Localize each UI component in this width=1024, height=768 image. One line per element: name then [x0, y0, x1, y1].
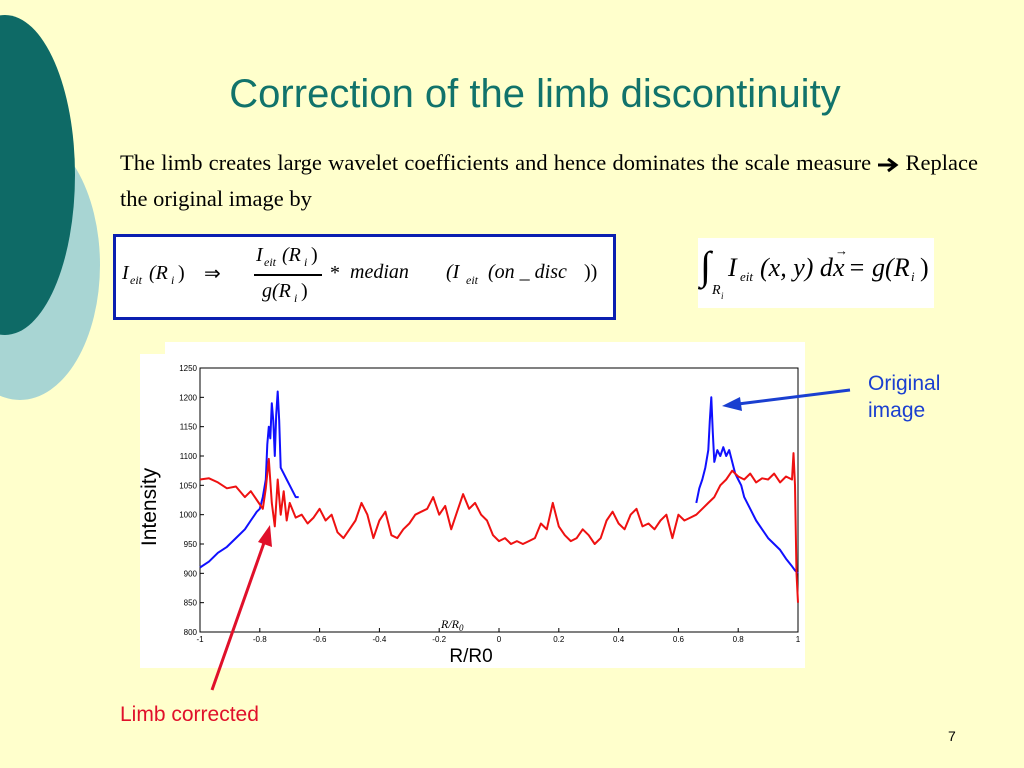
num-I: I: [256, 244, 263, 266]
den-sub: i: [294, 291, 298, 305]
integral-eq-sub: i: [911, 269, 915, 284]
integral-vec: x: [833, 253, 845, 282]
integral-I-sub: eit: [740, 269, 753, 284]
original-label-line2: image: [868, 399, 926, 422]
x-tick-label: 0.8: [733, 635, 745, 644]
right-arrow-icon: [878, 157, 899, 173]
x-tick-label: -0.6: [313, 635, 327, 644]
num-arg-sub: i: [304, 255, 308, 269]
integral-lower-sub: i: [721, 291, 724, 301]
times-symbol: *: [330, 262, 340, 284]
y-tick-label: 850: [184, 599, 198, 608]
vector-arrow-icon: →: [835, 243, 848, 258]
y-tick-label: 1150: [180, 423, 198, 432]
x-tick-label: -1: [196, 635, 204, 644]
y-tick-label: 800: [184, 628, 198, 637]
integral-lower: R: [712, 283, 721, 298]
num-sub: eit: [264, 255, 276, 269]
med-arg: (on _ disc: [488, 261, 567, 283]
original-image-series: [695, 396, 799, 575]
fraction-bar: [254, 274, 322, 276]
integral-formula: ∫ R i I eit (x, y) d x → = g(R i ): [698, 238, 934, 308]
x-tick-label: 0.6: [673, 635, 685, 644]
original-image-series: [199, 390, 299, 569]
implies-symbol: ⇒: [204, 263, 221, 285]
y-tick-label: 1100: [180, 452, 198, 461]
limb-corrected-series: [199, 452, 799, 603]
x-tick-label: -0.2: [432, 635, 446, 644]
x-tick-label: 0.2: [553, 635, 565, 644]
integral-I: I: [728, 253, 737, 282]
limb-corrected-label: Limb corrected: [120, 703, 259, 726]
med-sub: eit: [466, 273, 478, 287]
y-tick-label: 1050: [179, 481, 197, 490]
chart-svg: Intensity -1 -0.8 -0.6 -0.4 -0.2 0 0.2 0.4 0.6 0.…: [123, 342, 805, 668]
y-axis-label: Intensity: [140, 467, 161, 546]
y-tick-label: 1200: [179, 393, 197, 402]
x-tick-label: 1: [796, 635, 801, 644]
num-close: ): [311, 244, 318, 266]
integral-eq-close: ): [920, 253, 929, 282]
original-label-line1: Original: [868, 372, 941, 395]
lhs-I: I: [122, 262, 129, 284]
x-axis-label: R/R0: [449, 646, 492, 667]
lhs-arg: (R: [149, 262, 168, 284]
description-paragraph: The limb creates large wavelet coefficie…: [120, 145, 978, 217]
paragraph-text: The limb creates large wavelet coefficie…: [120, 150, 872, 175]
y-tick-label: 1000: [179, 511, 197, 520]
lhs-sub: eit: [130, 273, 142, 287]
x-axis-inner-label: R/R0: [440, 617, 464, 633]
med-close: )): [584, 261, 598, 283]
paragraph-tail: Replace the original image by: [120, 150, 979, 211]
den: g(R: [262, 280, 291, 302]
integral-args: (x, y) d: [760, 253, 833, 282]
y-tick-label: 900: [184, 569, 198, 578]
original-image-label: Original image: [868, 370, 940, 424]
median-text: median: [350, 261, 409, 283]
lhs-arg-sub: i: [171, 273, 175, 287]
decorative-circles: [0, 15, 100, 400]
lhs-close: ): [178, 262, 185, 284]
den-close: ): [301, 280, 308, 302]
y-tick-label: 950: [184, 540, 198, 549]
x-tick-label: 0.4: [613, 635, 625, 644]
med-open: (I: [446, 261, 460, 283]
integral-eq: = g(R: [848, 253, 910, 282]
page-number: 7: [948, 728, 956, 744]
x-tick-label: 0: [497, 635, 502, 644]
slide-title: Correction of the limb discontinuity: [229, 72, 841, 116]
y-tick-label: 1250: [179, 364, 197, 373]
x-tick-label: -0.4: [373, 635, 387, 644]
integral-symbol: ∫: [700, 243, 711, 288]
intensity-chart: Intensity -1 -0.8 -0.6 -0.4 -0.2 0 0.2 0.4 0.6 0.…: [123, 342, 805, 668]
num-arg: (R: [282, 244, 301, 266]
x-tick-label: -0.8: [253, 635, 267, 644]
correction-formula: I eit (R i ) ⇒ I eit (R i ) g(R i ) * me…: [113, 234, 616, 320]
